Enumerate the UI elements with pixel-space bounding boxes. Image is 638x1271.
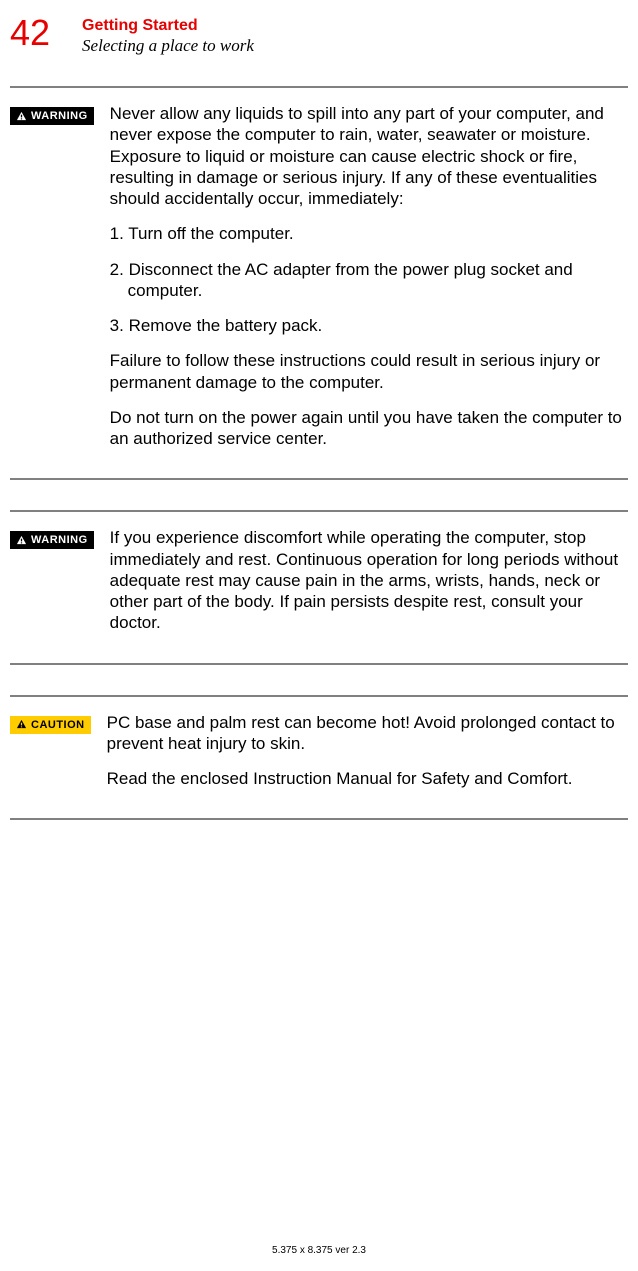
warning-triangle-icon: [16, 535, 27, 546]
divider: [10, 695, 628, 697]
warning-intro: Never allow any liquids to spill into an…: [110, 103, 628, 209]
caution-block-1: CAUTION PC base and palm rest can become…: [10, 712, 628, 804]
divider: [10, 663, 628, 665]
warning-step-1: 1. Turn off the computer.: [110, 223, 628, 244]
warning-step-3: 3. Remove the battery pack.: [110, 315, 628, 336]
warning-poweron: Do not turn on the power again until you…: [110, 407, 628, 450]
page-header: 42 Getting Started Selecting a place to …: [0, 0, 638, 56]
caution-label-text: CAUTION: [31, 719, 85, 731]
page-footer: 5.375 x 8.375 ver 2.3: [272, 1245, 366, 1256]
divider: [10, 478, 628, 480]
warning-steps: 1. Turn off the computer. 2. Disconnect …: [110, 223, 628, 336]
warning-text-2: If you experience discomfort while opera…: [110, 527, 628, 647]
warning-failure: Failure to follow these instructions cou…: [110, 350, 628, 393]
caution-manual: Read the enclosed Instruction Manual for…: [107, 768, 628, 789]
divider: [10, 86, 628, 88]
warning-block-2: WARNING If you experience discomfort whi…: [10, 527, 628, 647]
warning-label-text: WARNING: [31, 534, 88, 546]
page-number: 42: [10, 15, 50, 51]
section-title: Selecting a place to work: [82, 36, 254, 56]
divider: [10, 510, 628, 512]
header-text-block: Getting Started Selecting a place to wor…: [82, 17, 254, 56]
warning-step-2: 2. Disconnect the AC adapter from the po…: [110, 259, 628, 302]
caution-triangle-icon: [16, 719, 27, 730]
warning-discomfort: If you experience discomfort while opera…: [110, 527, 628, 633]
caution-label: CAUTION: [10, 716, 91, 734]
warning-triangle-icon: [16, 111, 27, 122]
page-content: WARNING Never allow any liquids to spill…: [0, 86, 638, 820]
chapter-title: Getting Started: [82, 17, 254, 35]
divider: [10, 818, 628, 820]
warning-text-1: Never allow any liquids to spill into an…: [110, 103, 628, 463]
warning-label: WARNING: [10, 107, 94, 125]
warning-block-1: WARNING Never allow any liquids to spill…: [10, 103, 628, 463]
warning-label: WARNING: [10, 531, 94, 549]
caution-heat: PC base and palm rest can become hot! Av…: [107, 712, 628, 755]
warning-label-text: WARNING: [31, 110, 88, 122]
caution-text: PC base and palm rest can become hot! Av…: [107, 712, 628, 804]
